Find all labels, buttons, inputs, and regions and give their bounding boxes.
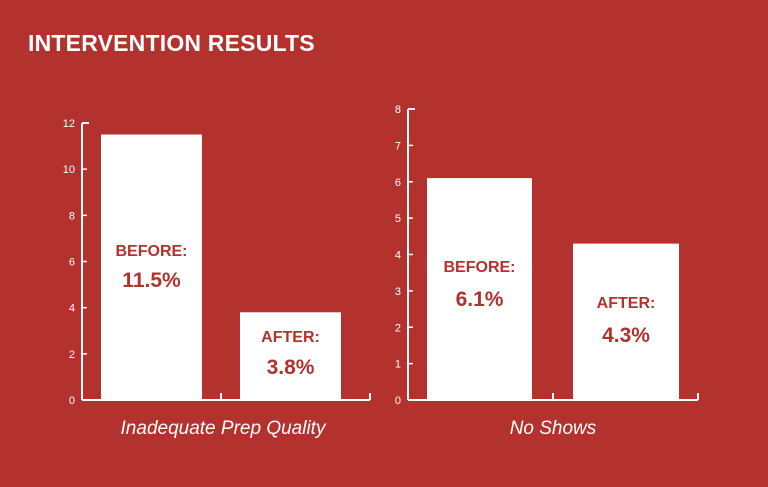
bar-value-label: 6.1% [456,288,504,311]
bar-value-label: 4.3% [602,324,650,347]
y-tick-label: 1 [395,359,401,371]
y-tick-label: 3 [395,286,401,298]
y-tick-label: 7 [395,140,401,152]
y-tick-label: 0 [69,395,75,407]
y-tick-label: 12 [63,118,75,130]
y-tick-label: 6 [69,257,75,269]
y-tick-label: 5 [395,213,401,225]
y-tick-label: 2 [69,349,75,361]
y-tick-label: 2 [395,322,401,334]
y-tick-label: 6 [395,177,401,189]
bar [240,312,341,400]
bar-category-label: BEFORE: [116,243,188,260]
bar-value-label: 3.8% [267,356,315,379]
y-tick-label: 8 [395,104,401,116]
bar-category-label: AFTER: [597,295,656,312]
bar [427,178,532,400]
y-tick-label: 4 [69,303,75,315]
y-tick-label: 10 [63,164,75,176]
bar [573,243,679,400]
x-axis-label: Inadequate Prep Quality [121,418,327,439]
y-tick-label: 8 [69,210,75,222]
y-tick-label: 4 [395,250,401,262]
bar-category-label: AFTER: [261,329,320,346]
y-tick-label: 0 [395,395,401,407]
x-axis-label: No Shows [510,418,597,439]
bar [101,134,202,400]
bar-value-label: 11.5% [122,269,181,292]
bar-category-label: BEFORE: [444,259,516,276]
page-title: INTERVENTION RESULTS [28,30,315,56]
